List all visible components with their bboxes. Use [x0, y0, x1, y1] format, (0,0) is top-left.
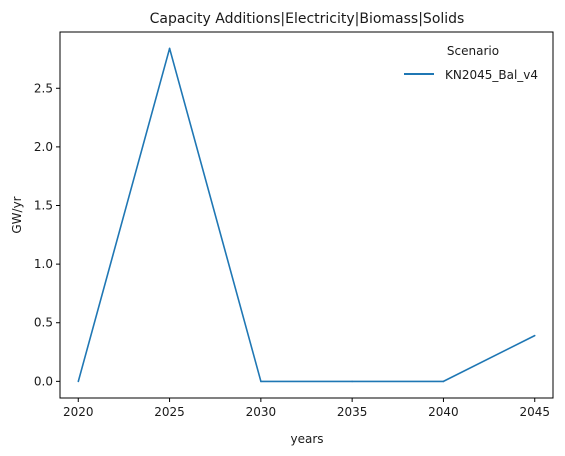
data-point [260, 380, 262, 383]
x-axis-ticks: 2020 2025 2030 2035 2040 2045 [63, 398, 550, 419]
data-point [168, 47, 171, 50]
chart-title: Capacity Additions|Electricity|Biomass|S… [150, 11, 465, 27]
y-tick-label: 0.0 [34, 374, 53, 388]
series-line [77, 47, 536, 383]
legend-entry-label: KN2045_Bal_v4 [445, 68, 538, 82]
data-point [351, 380, 353, 383]
data-point [77, 380, 80, 383]
y-axis-label: GW/yr [10, 196, 24, 233]
x-tick-label: 2030 [246, 405, 277, 419]
y-tick-label: 2.5 [34, 81, 53, 95]
x-tick-label: 2025 [154, 405, 185, 419]
x-tick-label: 2040 [428, 405, 459, 419]
y-tick-label: 1.5 [34, 199, 53, 213]
y-tick-label: 0.5 [34, 316, 53, 330]
y-tick-label: 1.0 [34, 257, 53, 271]
legend-title: Scenario [447, 44, 499, 58]
y-axis-ticks: 0.0 0.5 1.0 1.5 2.0 2.5 [34, 81, 60, 388]
data-point [442, 380, 445, 383]
series-layer [77, 47, 536, 383]
legend: Scenario KN2045_Bal_v4 [404, 44, 538, 82]
y-tick-label: 2.0 [34, 140, 53, 154]
plot-area-frame [59, 31, 554, 399]
x-tick-label: 2035 [337, 405, 368, 419]
data-point [533, 334, 536, 337]
x-tick-label: 2020 [63, 405, 94, 419]
x-axis-label: years [290, 432, 323, 446]
x-tick-label: 2045 [519, 405, 550, 419]
